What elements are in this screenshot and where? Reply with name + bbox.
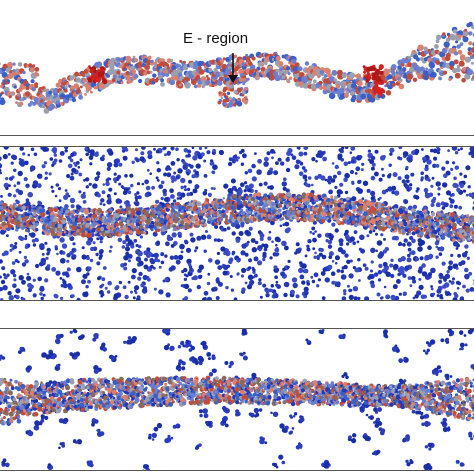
membrane-dense-solvent-view bbox=[0, 147, 474, 300]
membrane-sparse-solvent-view bbox=[0, 329, 474, 470]
panel-middle bbox=[0, 146, 474, 301]
panel-bottom bbox=[0, 328, 474, 471]
e-region-label: E - region bbox=[183, 30, 249, 47]
membrane-top-view bbox=[0, 21, 474, 114]
panel-top: E - region bbox=[0, 0, 474, 136]
